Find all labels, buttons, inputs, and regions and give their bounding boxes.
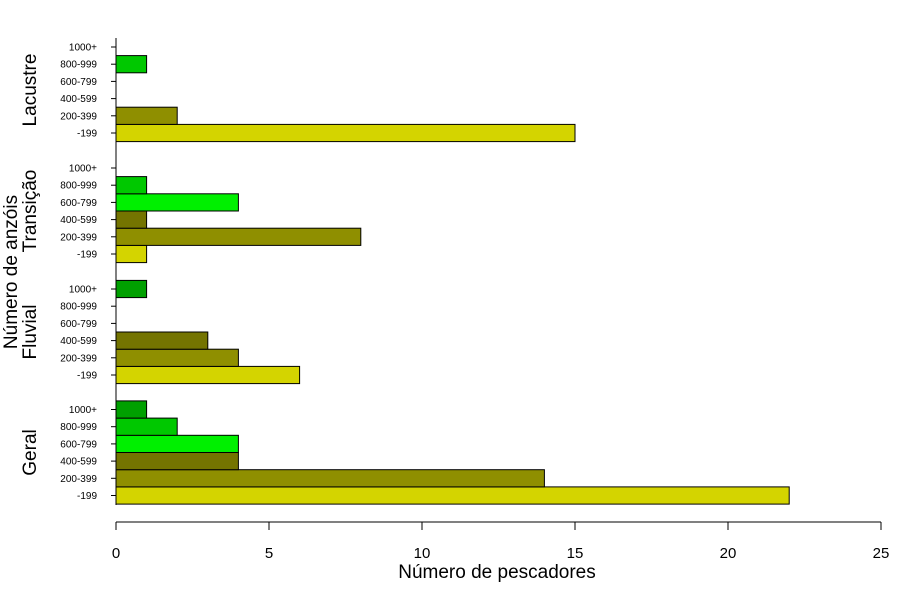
bar-fluvial-400-599 [115,331,209,350]
y-tick-label: 600-799 [60,77,97,88]
y-tick-label: 800-999 [60,181,97,192]
y-tick-label: 800-999 [60,60,97,71]
x-tick-label: 5 [265,545,273,562]
bar-fluvial--199 [115,365,301,385]
y-tick-label: 200-399 [60,353,97,364]
bar-geral--199 [115,486,790,505]
bars [115,55,790,505]
y-tick-label: -199 [77,371,97,382]
y-tick-label: 200-399 [60,474,97,485]
group-label: Geral [20,429,41,475]
bar-lacustre--199 [115,123,576,143]
bar-geral-200-399 [115,469,545,488]
y-tick-label: 800-999 [60,302,97,313]
y-tick-label: -199 [77,491,97,502]
bar-lacustre-200-399 [115,106,178,125]
group-label: Fluvial [20,305,41,360]
y-tick-label: 1000+ [69,285,97,296]
bar-transição-600-799 [115,193,239,212]
y-tick-label: 1000+ [69,405,97,416]
bar-transição--199 [115,244,148,264]
y-tick-label: 800-999 [60,422,97,433]
y-tick-label: 400-599 [60,457,97,468]
x-tick-label: 15 [567,545,584,562]
y-tick-label: 200-399 [60,111,97,122]
bar-lacustre-800-999 [115,55,148,74]
y-tick-label: 1000+ [69,164,97,175]
bar-geral-400-599 [115,452,239,471]
y-tick-label: 400-599 [60,215,97,226]
bar-transição-400-599 [115,210,148,229]
bar-fluvial-1000+ [115,279,148,299]
y-tick-label: 400-599 [60,336,97,347]
bar-geral-800-999 [115,417,178,436]
x-tick-label: 10 [414,545,431,562]
y-tick-label: 600-799 [60,319,97,330]
bar-transição-200-399 [115,227,362,246]
bar-fluvial-200-399 [115,348,239,367]
y-tick-label: -199 [77,250,97,261]
group-label: Transição [20,170,41,253]
y-tick-label: 400-599 [60,94,97,105]
y-axis-title: Número de anzóis [1,195,22,349]
x-axis-title: Número de pescadores [398,562,596,583]
bar-transição-800-999 [115,176,148,195]
bar-geral-1000+ [115,400,148,419]
y-tick-label: 1000+ [69,43,97,54]
labels: 0 5 10 15 20 25 -199 200-399 400-599 600-799 800-9… [20,43,889,563]
y-tick-label: -199 [77,129,97,140]
bar-geral-600-799 [115,434,239,453]
x-tick-label: 0 [112,545,120,562]
y-tick-label: 600-799 [60,198,97,209]
group-label: Lacustre [20,54,41,127]
y-tick-label: 200-399 [60,232,97,243]
y-tick-label: 600-799 [60,439,97,450]
x-tick-label: 25 [873,545,890,562]
x-tick-label: 20 [720,545,737,562]
